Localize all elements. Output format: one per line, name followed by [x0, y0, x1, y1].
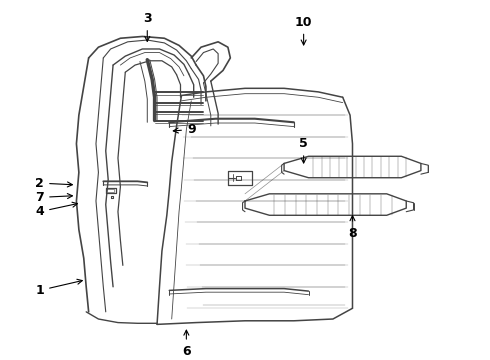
- Text: 9: 9: [173, 123, 196, 136]
- Text: 6: 6: [182, 330, 191, 358]
- Text: 8: 8: [348, 216, 357, 240]
- Text: 3: 3: [143, 12, 151, 41]
- Text: 7: 7: [35, 191, 73, 204]
- Text: 10: 10: [295, 15, 313, 45]
- Text: 1: 1: [35, 279, 82, 297]
- Text: 2: 2: [35, 177, 73, 190]
- Text: 5: 5: [299, 137, 308, 163]
- Text: 4: 4: [35, 202, 77, 218]
